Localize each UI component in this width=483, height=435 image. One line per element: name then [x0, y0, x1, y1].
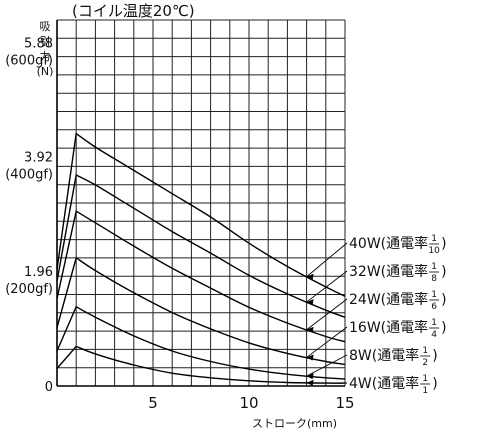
legend-fraction-denominator: 4 — [431, 330, 437, 340]
y-axis-label-char: 吸 — [40, 20, 51, 33]
legend-fraction-numerator: 1 — [431, 262, 437, 272]
legend-fraction-denominator: 1 — [422, 386, 428, 396]
legend-label: 32W(通電率 — [349, 263, 428, 280]
legend-fraction-denominator: 10 — [428, 246, 440, 256]
series-line-32W — [56, 173, 346, 318]
legend-label: 40W(通電率 — [349, 235, 428, 252]
y-tick-label: (200gf) — [5, 282, 53, 297]
series-line-4W — [56, 345, 346, 384]
y-tick-label: 3.92 — [24, 151, 53, 166]
legend-leader-arrow — [306, 354, 314, 361]
x-axis-label: ストローク(mm) — [252, 417, 337, 430]
legend-label: 8W(通電率 — [349, 347, 419, 364]
y-tick-label: (400gf) — [5, 168, 53, 183]
x-tick-label: 10 — [239, 394, 258, 412]
series-line-24W — [56, 210, 346, 343]
legend-close-paren: ) — [441, 236, 446, 252]
y-axis-label-char: 力 — [40, 50, 51, 63]
legend-label: 4W(通電率 — [349, 375, 419, 392]
legend-close-paren: ) — [441, 264, 446, 280]
legend-close-paren: ) — [441, 292, 446, 308]
legend-leader-line — [306, 242, 348, 278]
y-axis-label-char: (N) — [37, 65, 54, 78]
legend: 40W(通電率 110)32W(通電率 18)24W(通電率 16)16W(通電率 14… — [306, 234, 447, 396]
y-tick-labels: 0 1.96 (200gf) 3.92 (400gf) 5.88 (600gf) — [5, 36, 53, 395]
series-line-16W — [56, 256, 346, 366]
y-tick-label: (600gf) — [5, 53, 53, 68]
legend-fraction-denominator: 8 — [431, 274, 437, 284]
legend-fraction-numerator: 1 — [431, 234, 437, 244]
grid — [56, 19, 346, 387]
legend-close-paren: ) — [441, 320, 446, 336]
legend-fraction-numerator: 1 — [431, 290, 437, 300]
legend-leader-arrow — [306, 273, 314, 280]
legend-leader-line — [306, 298, 348, 331]
legend-item-4W: 4W(通電率 1 1) — [306, 374, 438, 396]
series-line-40W — [56, 132, 346, 297]
legend-close-paren: ) — [432, 376, 437, 392]
legend-fraction-numerator: 1 — [422, 346, 428, 356]
legend-leader-line — [306, 326, 348, 358]
x-tick-label: 5 — [148, 394, 158, 412]
legend-fraction-denominator: 6 — [431, 302, 437, 312]
y-tick-label: 0 — [45, 380, 53, 395]
axes — [56, 20, 345, 387]
chart-title: (コイル温度20℃) — [72, 2, 195, 20]
x-tick-labels: 5 10 15 — [148, 394, 354, 412]
series-line-8W — [56, 305, 346, 380]
legend-label: 24W(通電率 — [349, 291, 428, 308]
legend-leader-line — [306, 270, 348, 303]
legend-leader-arrow — [306, 326, 314, 333]
legend-leader-arrow — [306, 299, 314, 306]
legend-label: 16W(通電率 — [349, 319, 428, 336]
y-axis-label-char: 引 — [40, 34, 51, 48]
legend-close-paren: ) — [432, 348, 437, 364]
legend-leader-line — [306, 354, 348, 377]
legend-leader-arrow — [306, 373, 314, 380]
legend-item-40W: 40W(通電率 1 10) — [306, 234, 447, 280]
legend-fraction-denominator: 2 — [422, 358, 428, 368]
legend-item-24W: 24W(通電率 1 6) — [306, 290, 447, 333]
y-axis-label: 吸引力 (N) — [37, 20, 54, 78]
y-tick-label: 5.88 — [24, 36, 53, 51]
legend-item-8W: 8W(通電率 1 2) — [306, 346, 438, 380]
legend-leader-arrow — [306, 379, 314, 386]
x-tick-label: 15 — [335, 394, 354, 412]
y-tick-label: 1.96 — [24, 265, 53, 280]
legend-item-16W: 16W(通電率 14) — [306, 318, 447, 361]
legend-fraction-numerator: 1 — [431, 318, 437, 328]
legend-fraction-numerator: 1 — [422, 374, 428, 384]
legend-item-32W: 32W(通電率 1 8) — [306, 262, 447, 306]
